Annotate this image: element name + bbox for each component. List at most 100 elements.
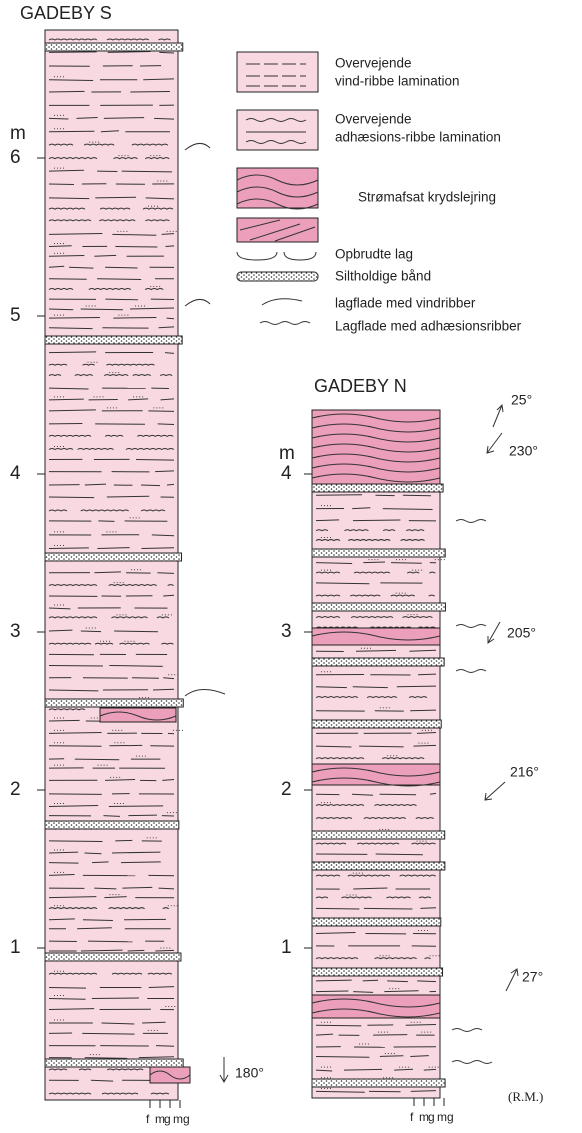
lamination — [148, 411, 174, 412]
lamination — [155, 950, 174, 951]
legend — [237, 52, 318, 325]
grain-size-label: mg — [173, 1112, 190, 1126]
lamination — [49, 863, 79, 864]
lamination — [132, 678, 159, 679]
lamination — [105, 267, 137, 268]
legend-label: Siltholdige bånd — [335, 269, 431, 284]
credit: (R.M.) — [508, 1089, 543, 1104]
lamination — [49, 841, 103, 842]
silt-band — [312, 968, 443, 976]
silt-band — [45, 336, 182, 344]
lamination — [49, 548, 89, 549]
silt-band — [312, 484, 443, 492]
lamination — [167, 484, 174, 485]
lamination — [49, 497, 94, 498]
scale-unit: m — [279, 443, 295, 464]
silt-band — [312, 549, 445, 557]
lamination — [82, 1033, 134, 1034]
lamination — [363, 980, 378, 981]
lamination — [411, 1091, 436, 1092]
lamination — [420, 908, 436, 909]
lamination — [109, 806, 163, 807]
grain-size-label: g — [428, 1110, 435, 1124]
legend-label: Strømafsat krydslejring — [358, 190, 496, 205]
legend-label: Lagflade med adhæsionsribber — [335, 319, 522, 334]
scale-label: 4 — [10, 463, 21, 484]
lamination — [316, 908, 359, 909]
legend-label: Opbrudte lag — [335, 247, 413, 262]
scale-label: 1 — [281, 937, 292, 958]
legend-label: Overvejende — [335, 56, 412, 71]
silt-band — [45, 1059, 183, 1067]
lamination — [49, 988, 86, 989]
lamination — [403, 495, 431, 496]
lamination — [167, 318, 174, 319]
scale-label: 2 — [281, 779, 292, 800]
lamination — [163, 595, 174, 596]
current-label: 27° — [522, 969, 543, 985]
lamination — [104, 118, 144, 119]
current-label: 205° — [507, 625, 536, 641]
legend-label: vind-ribbe lamination — [335, 74, 460, 89]
lamination — [159, 52, 174, 53]
lamination — [353, 520, 400, 521]
silt-band — [45, 699, 183, 707]
silt-band — [45, 43, 183, 51]
lamination — [49, 317, 100, 318]
lamination — [380, 1056, 403, 1057]
lamination — [158, 424, 174, 425]
lamination — [364, 908, 413, 909]
lamination — [418, 674, 436, 675]
lamination — [136, 460, 174, 461]
silt-band — [45, 821, 179, 829]
scale-label: 6 — [10, 147, 21, 168]
lamination — [128, 950, 145, 951]
silt-band — [312, 862, 445, 870]
lamination — [113, 317, 156, 318]
silt-band — [312, 658, 444, 666]
scale-label: 1 — [10, 937, 21, 958]
lamination — [363, 562, 385, 563]
lamination — [103, 816, 119, 817]
lamination — [49, 52, 97, 53]
silt-band — [312, 603, 445, 611]
grain-size-label: f — [146, 1112, 150, 1126]
lamination — [141, 485, 160, 486]
cross-bedded-layer — [100, 708, 176, 722]
lamination — [130, 92, 170, 93]
silt-band — [312, 1079, 445, 1087]
lamination — [75, 759, 119, 760]
grain-size-label: mg — [437, 1110, 454, 1124]
lamination — [316, 1025, 361, 1026]
lamination — [115, 246, 157, 247]
grain-size-label: f — [410, 1110, 414, 1124]
current-label: 180° — [235, 1065, 264, 1081]
current-label: 25° — [511, 392, 532, 408]
current-label: 216° — [510, 764, 539, 780]
scale-label: 2 — [10, 779, 21, 800]
legend-label: lagflade med vindribber — [335, 296, 476, 311]
lamination — [49, 91, 85, 92]
lamination — [88, 941, 133, 942]
lamination — [81, 631, 101, 632]
lamination — [373, 1035, 407, 1036]
lamination — [157, 573, 174, 574]
silt-band — [312, 918, 441, 926]
lamination — [166, 246, 174, 247]
stratigraphic-diagram: fmgmg123456fmgmg1234 GADEBY S GADEBY N m… — [0, 0, 582, 1133]
lamination — [49, 118, 68, 119]
lamination — [410, 710, 436, 711]
column-title: GADEBY S — [20, 3, 112, 23]
scale-unit: m — [10, 123, 26, 144]
silt-band — [312, 831, 445, 839]
scale-label: 5 — [10, 305, 21, 326]
lamination — [397, 686, 436, 687]
lamination — [128, 815, 157, 816]
silt-band — [312, 720, 441, 728]
silt-band — [45, 953, 181, 961]
grain-size-label: g — [164, 1112, 171, 1126]
silt-band — [45, 553, 182, 561]
column-title: GADEBY N — [314, 376, 407, 396]
lamination — [49, 720, 80, 721]
current-label: 230° — [509, 443, 538, 459]
